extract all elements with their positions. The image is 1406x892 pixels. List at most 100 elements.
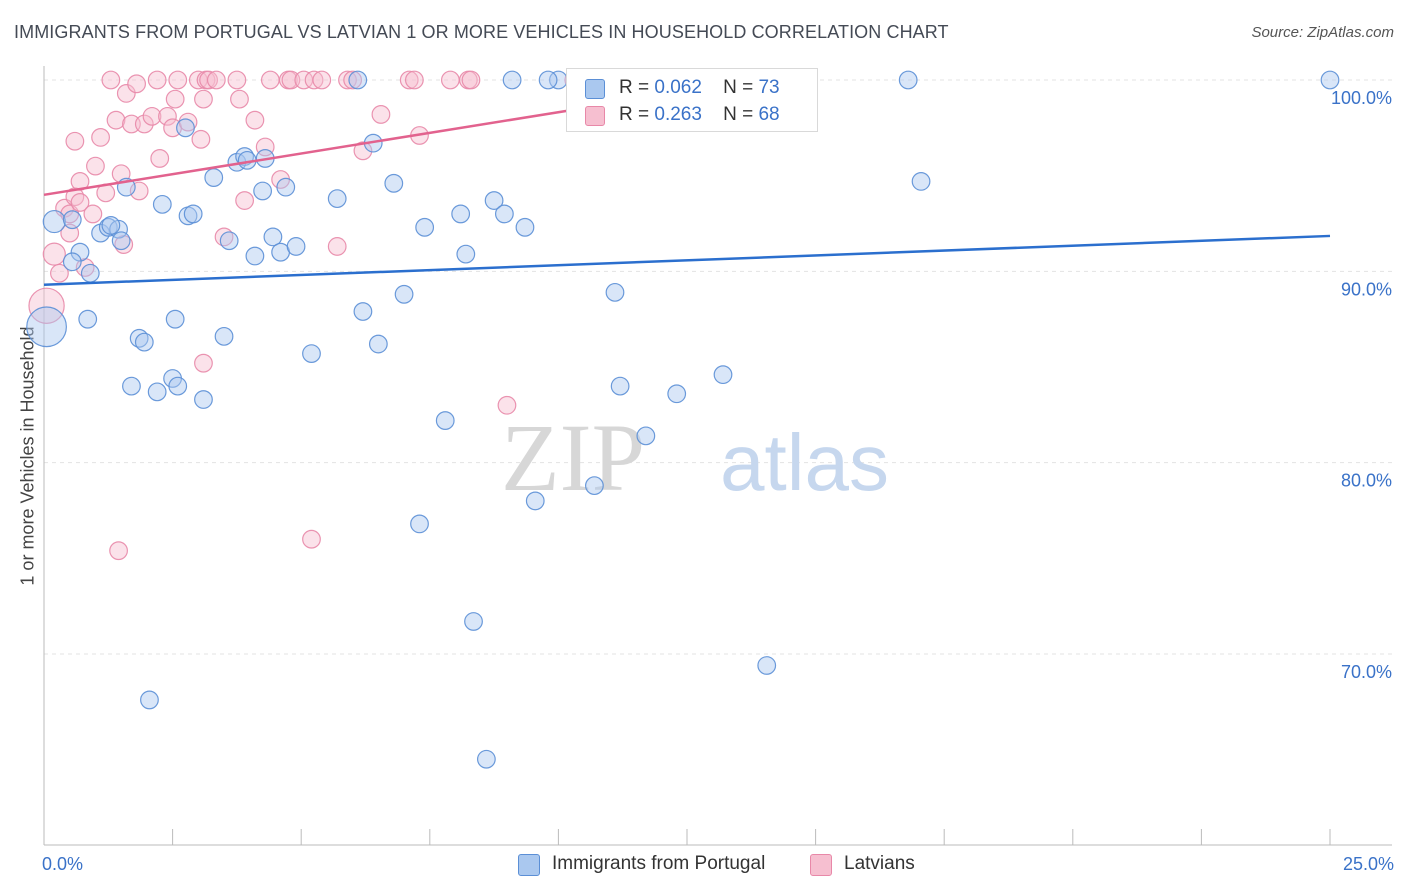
legend-n-label: N = [723,104,754,125]
data-point [111,231,131,251]
latvians-points [28,70,769,561]
data-point [206,70,226,90]
data-point [109,541,128,561]
latvians-legend-label: Latvians [844,853,915,874]
data-point [245,110,265,130]
data-point [142,106,162,126]
data-point [636,426,656,446]
data-point [757,656,777,675]
portugal-legend-label: Immigrants from Portugal [552,853,766,874]
portugal-points [26,70,1340,769]
data-point [127,74,146,94]
axes [43,66,1392,846]
data-point [353,141,373,161]
data-point [140,690,159,710]
data-point [219,231,239,251]
data-point [86,156,105,176]
data-point [281,70,301,90]
data-point [106,110,126,130]
data-point [253,181,273,201]
data-point [65,131,85,151]
data-point [451,204,471,224]
data-point [194,89,213,109]
data-point [538,70,558,90]
legend-n-value: 73 [758,77,780,98]
data-point [70,242,90,262]
data-point [62,252,82,272]
source-label: Source: ZipAtlas.com [1251,24,1394,41]
data-point [158,106,177,126]
data-point [214,326,234,346]
data-point [515,217,535,237]
data-point [494,204,514,224]
data-point [371,105,391,124]
latvians-legend-swatch [810,854,832,876]
data-point [101,216,121,235]
data-point [410,514,429,534]
data-point [461,70,481,90]
data-point [152,194,172,214]
data-point [50,263,69,283]
data-point [176,118,195,138]
portugal-legend-swatch [518,854,540,876]
y-tick-label: 90.0% [1341,279,1392,299]
data-point [667,384,687,404]
data-point [204,168,224,187]
data-point [368,334,388,354]
portugal-trend-line [43,234,1331,286]
data-point [304,70,324,90]
data-point [353,302,373,321]
data-point [165,309,185,329]
data-point [28,287,65,324]
legend-r-label: R = [619,104,650,125]
legend-r-value: 0.263 [654,104,702,125]
watermark-zip: ZIP [501,404,645,511]
data-point [230,89,249,109]
data-point [338,70,357,90]
data-point [502,70,522,90]
data-point [525,491,545,511]
x-tick-label: 0.0% [42,854,83,874]
tick-labels: 100.0% 90.0% 80.0% 70.0% 0.0% 25.0% [42,88,1394,874]
data-point [42,242,66,266]
data-point [585,476,604,496]
data-point [227,70,247,90]
data-point [263,227,283,247]
data-point [302,344,321,364]
data-point [497,395,517,415]
data-point [610,376,630,396]
data-point [476,749,496,769]
data-point [194,390,213,409]
data-point [440,70,460,90]
data-point [312,70,332,90]
data-point [147,382,167,402]
data-point [134,114,154,134]
watermark-atlas: atlas [720,418,889,507]
data-point [70,193,90,212]
data-point [898,70,918,90]
data-point [235,191,255,210]
data-point [83,204,103,224]
data-point [147,70,167,90]
data-point [168,376,188,396]
data-point [404,70,424,90]
data-point [199,70,219,90]
data-point [384,173,404,193]
data-point [168,70,188,90]
legend-n-value: 68 [758,104,780,125]
data-point [464,612,483,631]
data-point [302,529,321,549]
correlation-legend: R = 0.062 N = 73 R = 0.263 N = 68 [566,68,818,132]
data-point [134,332,154,352]
data-point [101,70,121,90]
portugal-swatch [585,79,605,99]
data-point [260,70,280,90]
data-point [122,376,141,396]
data-point [435,411,455,430]
data-point [165,89,185,109]
data-point [911,172,931,191]
y-tick-label: 70.0% [1341,662,1392,682]
data-point [78,309,98,329]
watermark: ZIP atlas [501,404,889,511]
